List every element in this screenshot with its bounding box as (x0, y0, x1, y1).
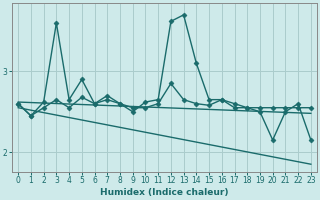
X-axis label: Humidex (Indice chaleur): Humidex (Indice chaleur) (100, 188, 229, 197)
